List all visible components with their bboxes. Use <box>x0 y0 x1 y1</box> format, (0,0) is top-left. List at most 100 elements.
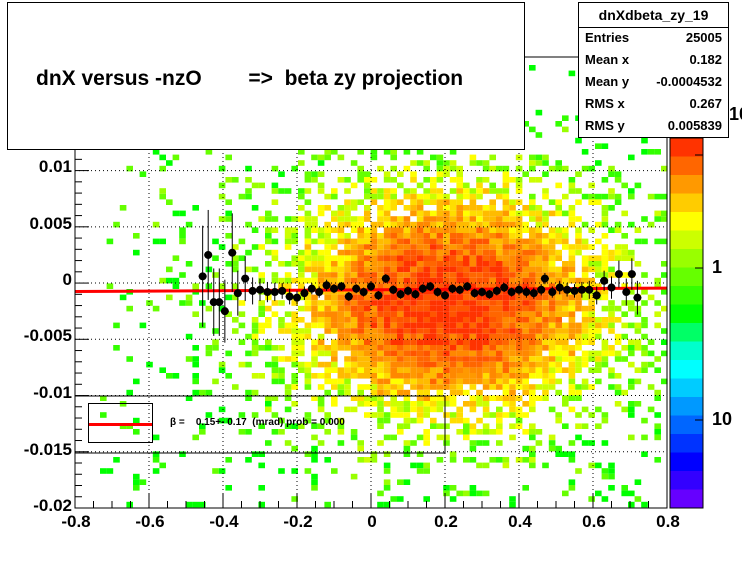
heatmap-cell <box>152 221 160 228</box>
heatmap-cell <box>529 322 536 329</box>
heatmap-cell <box>581 149 589 155</box>
heatmap-cell <box>443 261 450 267</box>
heatmap-cell <box>469 205 477 211</box>
palette-label-bottom: 10 <box>712 409 733 429</box>
heatmap-cell <box>364 255 371 261</box>
heatmap-cell <box>344 210 351 217</box>
heatmap-cell <box>397 238 404 245</box>
heatmap-cell <box>482 261 490 267</box>
heatmap-cell <box>456 266 463 273</box>
heatmap-cell <box>364 210 371 217</box>
heatmap-cell <box>628 289 635 295</box>
heatmap-cell <box>443 272 450 278</box>
palette-swatch <box>670 378 703 398</box>
heatmap-cell <box>647 384 655 390</box>
heatmap-cell <box>535 160 543 166</box>
heatmap-cell <box>364 277 371 284</box>
heatmap-cell <box>568 216 576 222</box>
heatmap-cell <box>271 361 279 368</box>
heatmap-cell <box>562 266 569 273</box>
heatmap-cell <box>430 221 437 228</box>
heatmap-cell <box>390 384 397 390</box>
heatmap-cell <box>482 272 490 278</box>
heatmap-cell <box>258 462 265 469</box>
heatmap-cell <box>390 367 397 373</box>
heatmap-cell <box>350 333 358 340</box>
heatmap-cell <box>482 227 490 233</box>
heatmap-cell <box>621 345 628 351</box>
heatmap-cell <box>377 406 384 413</box>
heatmap-cell <box>383 177 391 183</box>
title-box: dnX versus -nzO => beta zy projection <box>7 2 525 150</box>
palette-swatch <box>670 452 703 472</box>
heatmap-cell <box>555 317 562 323</box>
heatmap-cell <box>476 221 483 228</box>
heatmap-cell <box>304 227 312 233</box>
heatmap-cell <box>364 401 371 407</box>
heatmap-cell <box>515 317 523 323</box>
heatmap-cell <box>489 333 496 340</box>
heatmap-cell <box>529 328 536 334</box>
heatmap-cell <box>529 356 536 362</box>
heatmap-cell <box>397 389 404 396</box>
heatmap-cell <box>529 205 536 211</box>
heatmap-cell <box>641 322 648 329</box>
stats-histogram-name: dnXdbeta_zy_19 <box>579 3 728 28</box>
heatmap-cell <box>522 171 529 177</box>
heatmap-cell <box>529 283 536 289</box>
heatmap-cell <box>245 429 252 435</box>
heatmap-cell <box>482 277 490 284</box>
heatmap-cell <box>588 328 595 334</box>
heatmap-cell <box>641 350 648 357</box>
heatmap-cell <box>304 300 312 306</box>
heatmap-cell <box>509 322 516 329</box>
heatmap-cell <box>350 244 358 250</box>
heatmap-cell <box>489 356 496 362</box>
heatmap-cell <box>284 289 292 295</box>
heatmap-cells <box>100 65 668 508</box>
heatmap-cell <box>482 289 490 295</box>
heatmap-cell <box>238 255 246 261</box>
heatmap-cell <box>331 294 338 301</box>
heatmap-cell <box>192 283 199 289</box>
heatmap-cell <box>555 165 562 172</box>
heatmap-cell <box>430 188 437 194</box>
heatmap-cell <box>278 468 285 474</box>
heatmap-cell <box>232 255 239 261</box>
heatmap-cell <box>621 333 628 340</box>
heatmap-cell <box>430 210 437 217</box>
heatmap-cell <box>476 339 483 345</box>
heatmap-cell <box>258 277 265 284</box>
heatmap-cell <box>482 423 490 429</box>
heatmap-cell <box>397 423 404 429</box>
heatmap-cell <box>608 473 615 480</box>
heatmap-cell <box>476 244 483 250</box>
heatmap-cell <box>548 333 556 340</box>
profile-point <box>307 284 316 293</box>
heatmap-cell <box>390 328 397 334</box>
color-palette <box>669 137 704 509</box>
heatmap-cell <box>311 171 318 177</box>
heatmap-cell <box>291 373 298 379</box>
heatmap-cell <box>364 266 371 273</box>
heatmap-cell <box>370 401 378 407</box>
heatmap-cell <box>377 412 384 418</box>
heatmap-cell <box>172 373 180 379</box>
heatmap-cell <box>212 328 219 334</box>
heatmap-cell <box>403 221 411 228</box>
heatmap-cell <box>291 468 298 474</box>
heatmap-cell <box>595 423 602 429</box>
heatmap-cell <box>515 221 523 228</box>
heatmap-cell <box>608 485 615 491</box>
heatmap-cell <box>410 367 417 373</box>
heatmap-cell <box>350 266 358 273</box>
heatmap-cell <box>588 367 595 373</box>
heatmap-cell <box>377 272 384 278</box>
heatmap-cell <box>456 182 463 189</box>
heatmap-cell <box>456 350 463 357</box>
heatmap-cell <box>436 244 444 250</box>
heatmap-cell <box>344 266 351 273</box>
heatmap-cell <box>245 193 252 200</box>
heatmap-cell <box>357 233 364 239</box>
heatmap-cell <box>476 361 483 368</box>
